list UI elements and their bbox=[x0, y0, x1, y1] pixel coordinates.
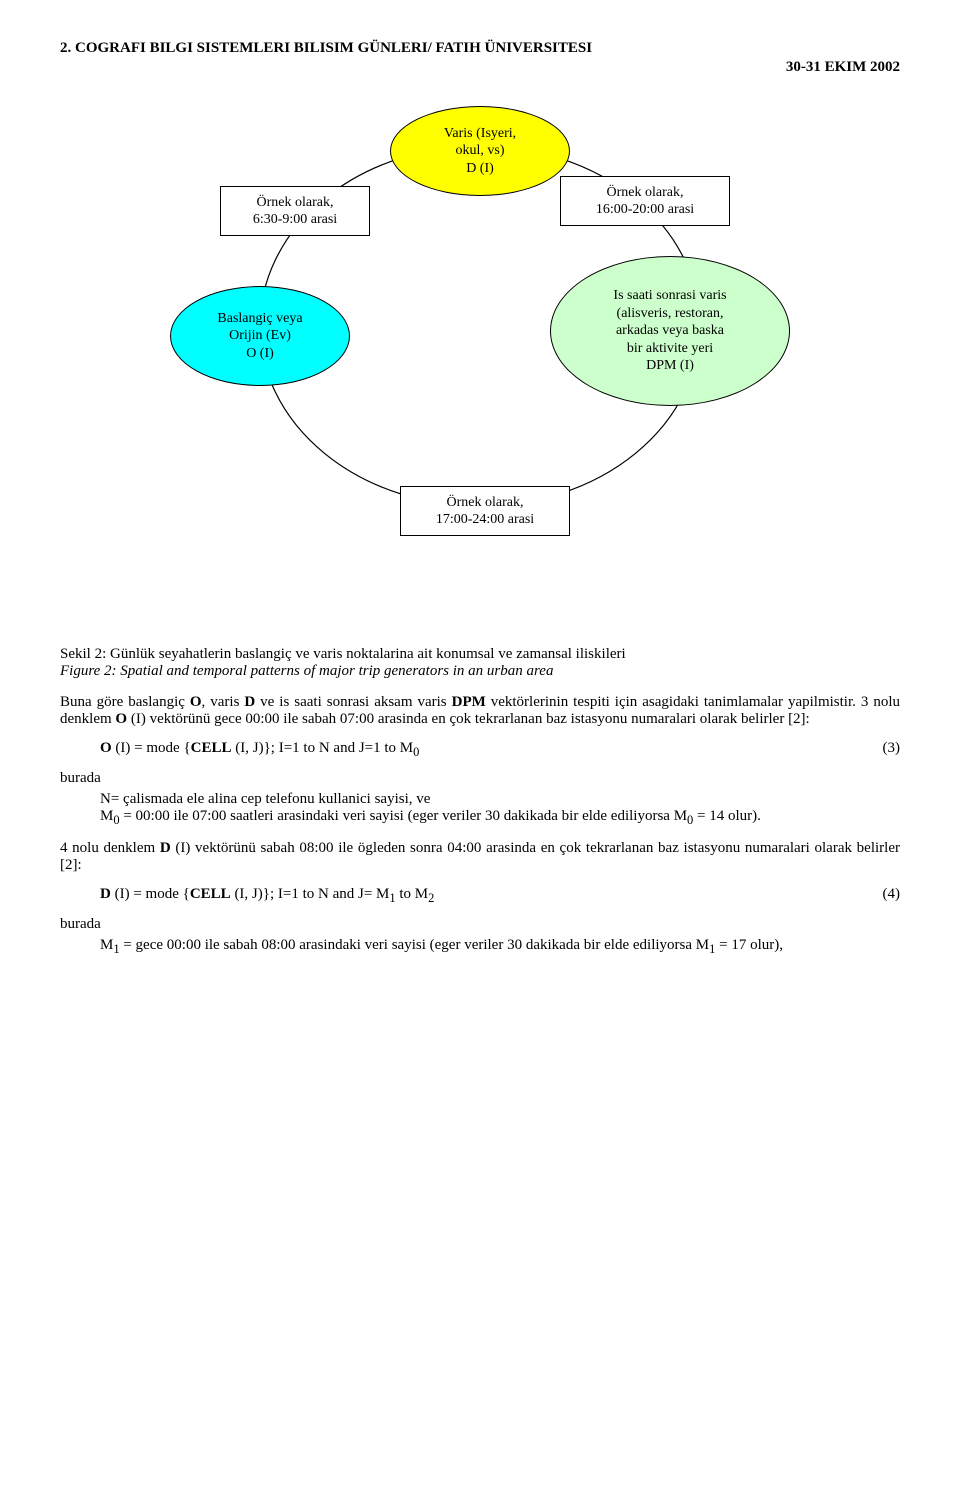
eq3-lhs-post: (I) = mode { bbox=[112, 740, 191, 756]
burada2-b: = gece 00:00 ile sabah 08:00 arasindaki … bbox=[120, 937, 710, 953]
equation-3: O (I) = mode {CELL (I, J)}; I=1 to N and… bbox=[100, 740, 900, 760]
eq3-num: (3) bbox=[883, 740, 901, 760]
p1-b2: D bbox=[244, 694, 255, 710]
burada1-l2a: M bbox=[100, 808, 113, 824]
figure-caption-tr: Sekil 2: Günlük seyahatlerin baslangiç v… bbox=[60, 646, 626, 662]
p2-c: (I) vektörünü sabah 08:00 ile ögleden so… bbox=[60, 840, 900, 873]
burada-1-body: N= çalismada ele alina cep telefonu kull… bbox=[100, 791, 900, 828]
burada1-l2c: = 14 olur). bbox=[693, 808, 761, 824]
equation-4: D (I) = mode {CELL (I, J)}; I=1 to N and… bbox=[100, 886, 900, 906]
eq3-cell: CELL bbox=[191, 740, 232, 756]
burada-2-label: burada bbox=[60, 916, 900, 933]
node-origin: Baslangiç veyaOrijin (Ev)O (I) bbox=[170, 286, 350, 386]
eq3-lhs-b: O bbox=[100, 740, 112, 756]
label-top-left-text: Örnek olarak,6:30-9:00 arasi bbox=[253, 194, 337, 229]
p1-d: ve is saati sonrasi aksam varis bbox=[255, 694, 451, 710]
eq4-rest-b: to M bbox=[396, 886, 429, 902]
figure-caption: Sekil 2: Günlük seyahatlerin baslangiç v… bbox=[60, 646, 900, 680]
node-dpm-label: Is saati sonrasi varis(alisveris, restor… bbox=[613, 287, 726, 375]
node-destination-label: Varis (Isyeri,okul, vs)D (I) bbox=[444, 125, 516, 178]
p1-b3: DPM bbox=[452, 694, 486, 710]
burada2-c: = 17 olur), bbox=[715, 937, 783, 953]
label-top-right-text: Örnek olarak,16:00-20:00 arasi bbox=[596, 184, 694, 219]
eq4-rest-a: (I, J)}; I=1 to N and J= M bbox=[231, 886, 390, 902]
eq4-cell: CELL bbox=[190, 886, 231, 902]
eq3-body: O (I) = mode {CELL (I, J)}; I=1 to N and… bbox=[100, 740, 419, 760]
eq4-body: D (I) = mode {CELL (I, J)}; I=1 to N and… bbox=[100, 886, 434, 906]
p1-c: , varis bbox=[202, 694, 245, 710]
p1-b4: O bbox=[115, 711, 127, 727]
node-destination: Varis (Isyeri,okul, vs)D (I) bbox=[390, 106, 570, 196]
eq3-rest: (I, J)}; I=1 to N and J=1 to M bbox=[232, 740, 414, 756]
burada1-l2b: = 00:00 ile 07:00 saatleri arasindaki ve… bbox=[120, 808, 687, 824]
eq4-num: (4) bbox=[883, 886, 901, 906]
p1-a: Buna göre baslangiç bbox=[60, 694, 190, 710]
header-title: 2. COGRAFI BILGI SISTEMLERI BILISIM GÜNL… bbox=[60, 40, 900, 57]
eq4-sub2: 2 bbox=[428, 891, 434, 905]
label-top-right: Örnek olarak,16:00-20:00 arasi bbox=[560, 176, 730, 226]
eq3-sub: 0 bbox=[413, 745, 419, 759]
p1-f: (I) vektörünü gece 00:00 ile sabah 07:00… bbox=[127, 711, 810, 727]
p1-b1: O bbox=[190, 694, 202, 710]
p2-a: 4 nolu denklem bbox=[60, 840, 160, 856]
node-dpm: Is saati sonrasi varis(alisveris, restor… bbox=[550, 256, 790, 406]
figure-caption-en: Figure 2: Spatial and temporal patterns … bbox=[60, 663, 553, 679]
label-bottom-text: Örnek olarak,17:00-24:00 arasi bbox=[436, 494, 534, 529]
label-bottom: Örnek olarak,17:00-24:00 arasi bbox=[400, 486, 570, 536]
node-origin-label: Baslangiç veyaOrijin (Ev)O (I) bbox=[217, 310, 302, 363]
burada-1-label: burada bbox=[60, 770, 900, 787]
p2-b: D bbox=[160, 840, 171, 856]
burada-2-body: M1 = gece 00:00 ile sabah 08:00 arasinda… bbox=[100, 937, 900, 957]
burada1-l1: N= çalismada ele alina cep telefonu kull… bbox=[100, 791, 430, 807]
header-date: 30-31 EKIM 2002 bbox=[60, 59, 900, 76]
activity-diagram: Varis (Isyeri,okul, vs)D (I) Örnek olara… bbox=[160, 106, 800, 626]
eq4-lhs-b: D bbox=[100, 886, 111, 902]
burada2-a: M bbox=[100, 937, 113, 953]
eq4-lhs-post: (I) = mode { bbox=[111, 886, 190, 902]
paragraph-1: Buna göre baslangiç O, varis D ve is saa… bbox=[60, 694, 900, 728]
paragraph-2: 4 nolu denklem D (I) vektörünü sabah 08:… bbox=[60, 840, 900, 874]
label-top-left: Örnek olarak,6:30-9:00 arasi bbox=[220, 186, 370, 236]
